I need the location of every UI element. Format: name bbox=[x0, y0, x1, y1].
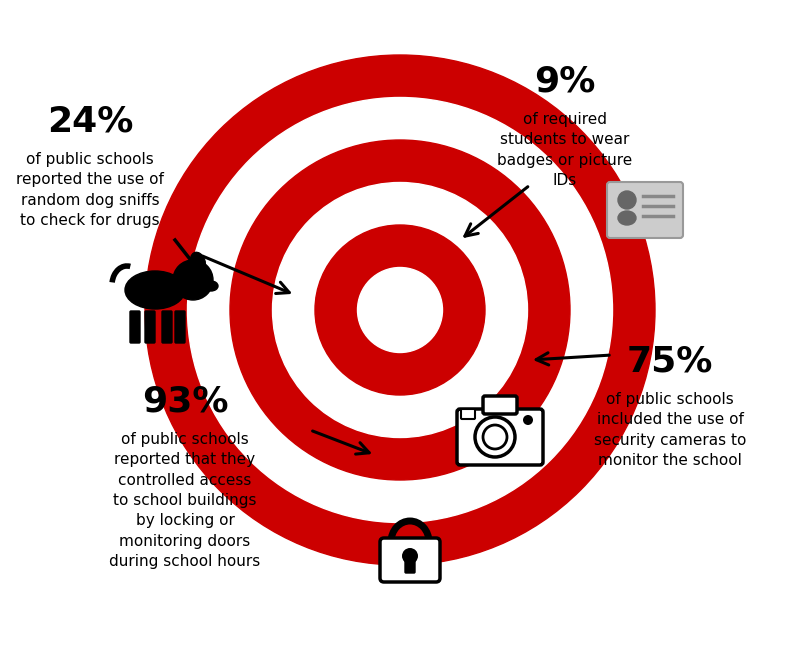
Circle shape bbox=[618, 191, 635, 209]
Circle shape bbox=[272, 183, 527, 437]
Text: 24%: 24% bbox=[47, 105, 133, 139]
Circle shape bbox=[357, 267, 442, 353]
FancyBboxPatch shape bbox=[456, 409, 542, 465]
FancyBboxPatch shape bbox=[175, 311, 185, 343]
Circle shape bbox=[230, 140, 569, 480]
Circle shape bbox=[187, 98, 612, 523]
Text: of required
students to wear
badges or picture
IDs: of required students to wear badges or p… bbox=[497, 112, 632, 188]
Text: 75%: 75% bbox=[626, 345, 712, 379]
Circle shape bbox=[483, 425, 507, 449]
FancyBboxPatch shape bbox=[145, 311, 155, 343]
Ellipse shape bbox=[204, 281, 218, 291]
FancyBboxPatch shape bbox=[380, 538, 439, 582]
FancyBboxPatch shape bbox=[161, 311, 172, 343]
Circle shape bbox=[475, 417, 515, 457]
Circle shape bbox=[522, 415, 532, 425]
Ellipse shape bbox=[618, 211, 635, 225]
FancyBboxPatch shape bbox=[460, 409, 475, 419]
FancyBboxPatch shape bbox=[130, 311, 140, 343]
Text: 93%: 93% bbox=[141, 385, 228, 419]
FancyBboxPatch shape bbox=[483, 396, 516, 414]
Circle shape bbox=[315, 225, 484, 395]
Text: 9%: 9% bbox=[534, 65, 595, 99]
Text: of public schools
included the use of
security cameras to
monitor the school: of public schools included the use of se… bbox=[593, 392, 745, 468]
Text: of public schools
reported the use of
random dog sniffs
to check for drugs: of public schools reported the use of ra… bbox=[16, 152, 164, 228]
Circle shape bbox=[402, 548, 418, 564]
FancyBboxPatch shape bbox=[405, 557, 414, 573]
FancyBboxPatch shape bbox=[606, 182, 683, 238]
Ellipse shape bbox=[190, 253, 205, 272]
Ellipse shape bbox=[124, 271, 185, 309]
Circle shape bbox=[145, 55, 654, 565]
Circle shape bbox=[173, 260, 213, 300]
Text: of public schools
reported that they
controlled access
to school buildings
by lo: of public schools reported that they con… bbox=[109, 432, 260, 569]
